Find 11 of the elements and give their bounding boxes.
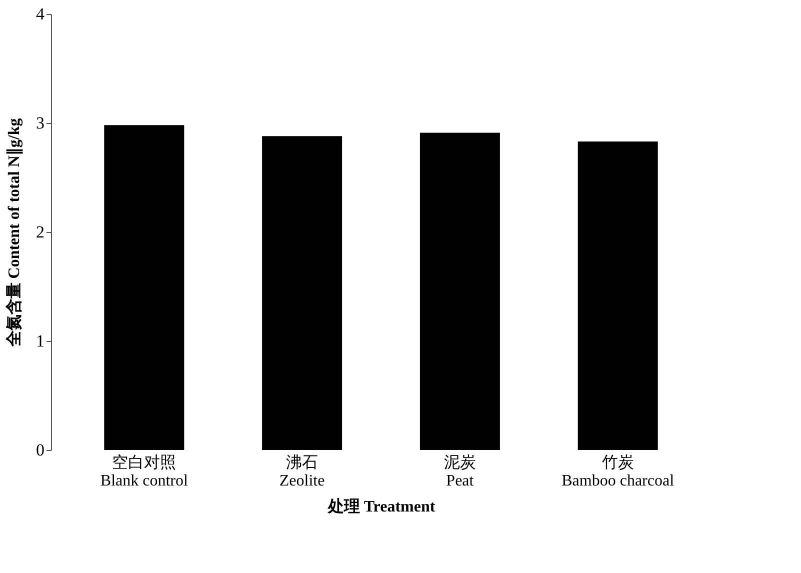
x-tick-label: 泥炭 Peat [444,454,476,490]
y-axis-title: 全氮含量 Content of total N∥g/kg [5,118,23,348]
y-tick-label: 4 [36,4,45,24]
y-tick-label: 3 [36,114,44,132]
x-tick-label: 竹炭 Bamboo charcoal [562,454,675,490]
y-tick-label: 1 [36,332,44,350]
x-tick-label: 沸石 Zeolite [279,454,325,490]
y-tick-label: 2 [36,222,44,242]
x-axis-title: 处理 Treatment [326,498,436,516]
y-tick-label: 0 [36,440,44,460]
x-tick-label: 空白对照 Blank control [100,454,188,490]
